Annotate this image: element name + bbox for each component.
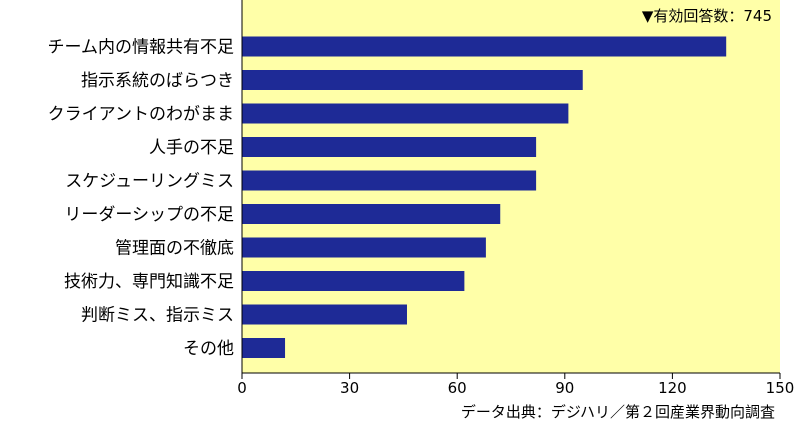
bar-3 bbox=[242, 103, 569, 124]
category-label-6: リーダーシップの不足 bbox=[64, 205, 234, 225]
bar-4 bbox=[242, 137, 537, 157]
category-label-1: チーム内の情報共有不足 bbox=[48, 38, 235, 58]
x-tick-label-6: 150 bbox=[766, 379, 795, 397]
x-tick-label-2: 30 bbox=[340, 379, 359, 397]
category-label-5: スケジューリングミス bbox=[65, 172, 234, 192]
data-source-note: データ出典：デジハリ／第２回産業界動向調査 bbox=[461, 403, 775, 421]
category-labels: チーム内の情報共有不足指示系統のばらつきクライアントのわがまま人手の不足スケジュ… bbox=[48, 38, 235, 360]
category-label-9: 判断ミス、指示ミス bbox=[81, 306, 234, 326]
bar-8 bbox=[242, 271, 465, 291]
category-label-2: 指示系統のばらつき bbox=[81, 71, 234, 91]
bar-10 bbox=[242, 338, 286, 358]
category-label-4: 人手の不足 bbox=[149, 138, 234, 158]
x-tick-label-1: 0 bbox=[237, 379, 247, 397]
bar-1 bbox=[242, 36, 727, 57]
bar-9 bbox=[242, 304, 407, 325]
category-label-3: クライアントのわがまま bbox=[48, 105, 234, 125]
bar-6 bbox=[242, 204, 501, 224]
x-tick-label-4: 90 bbox=[555, 379, 574, 397]
x-ticks: 0 30 60 90 120 150 bbox=[237, 373, 794, 397]
bar-2 bbox=[242, 70, 583, 90]
category-label-7: 管理面の不徹底 bbox=[115, 239, 234, 259]
bar-5 bbox=[242, 170, 537, 191]
x-tick-label-3: 60 bbox=[448, 379, 467, 397]
category-label-10: その他 bbox=[183, 339, 234, 359]
category-label-8: 技術力、専門知識不足 bbox=[64, 272, 234, 292]
bar-7 bbox=[242, 237, 486, 258]
response-count-annotation: ▼有効回答数：745 bbox=[642, 7, 772, 25]
x-tick-label-5: 120 bbox=[658, 379, 687, 397]
bar-group bbox=[242, 36, 727, 358]
